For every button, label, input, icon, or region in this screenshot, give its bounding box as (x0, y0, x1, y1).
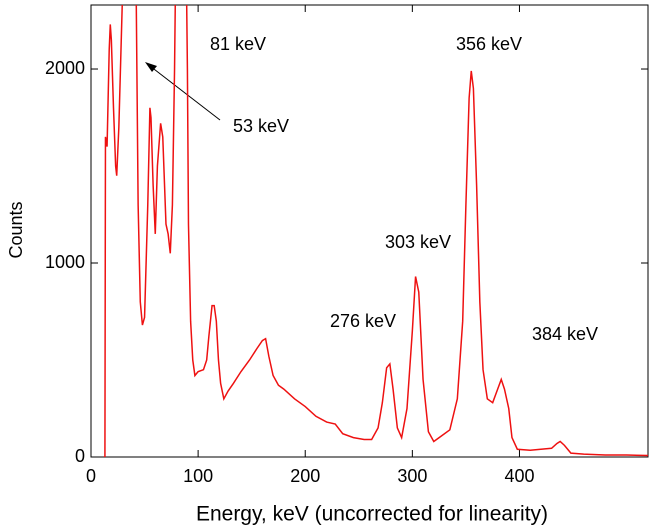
y-tick-label: 0 (75, 446, 85, 466)
peak-annotation: 276 keV (330, 311, 396, 331)
peak-annotation: 53 keV (233, 116, 289, 136)
spectrum-line (103, 5, 648, 457)
plot-frame (90, 4, 649, 458)
peak-annotation: 356 keV (456, 34, 522, 54)
x-tick-label: 100 (183, 466, 213, 486)
x-tick-label: 200 (290, 466, 320, 486)
arrow (149, 65, 221, 121)
x-axis-label: Energy, keV (uncorrected for linearity) (196, 503, 548, 526)
peak-annotation: 384 keV (532, 324, 598, 344)
x-tick-label: 0 (86, 466, 96, 486)
y-tick-label: 1000 (45, 252, 85, 272)
x-tick-label: 400 (504, 466, 534, 486)
y-tick-label: 2000 (45, 58, 85, 78)
peak-annotation: 81 keV (210, 34, 266, 54)
arrow-head (145, 62, 157, 72)
y-axis-label: Counts (6, 201, 26, 258)
x-tick-label: 300 (397, 466, 427, 486)
peak-annotation: 303 keV (385, 232, 451, 252)
